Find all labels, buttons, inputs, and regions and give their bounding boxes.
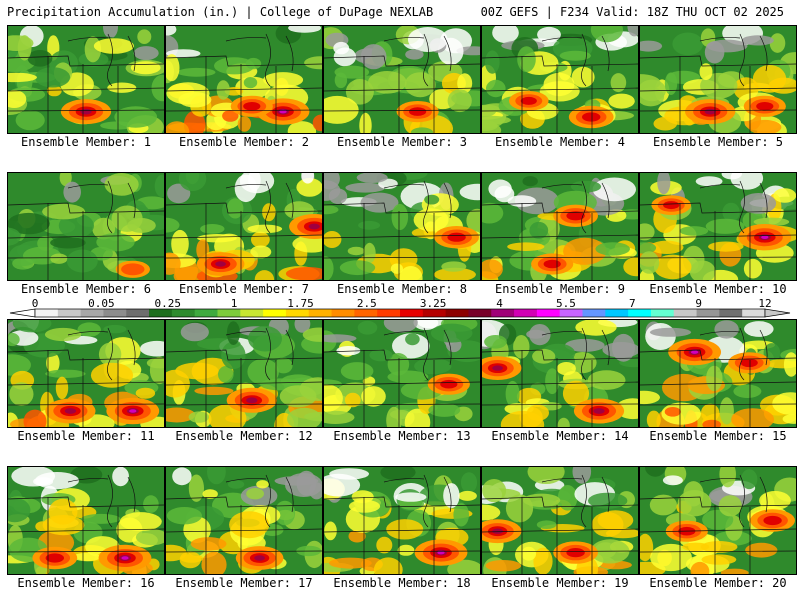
ensemble-member-map [481, 319, 639, 428]
ensemble-member-label: Ensemble Member: 19 [491, 576, 629, 590]
ensemble-member-label: Ensemble Member: 16 [17, 576, 155, 590]
ensemble-member-map [165, 466, 323, 575]
colorbar-segment [377, 309, 401, 317]
precip-colorbar [9, 308, 791, 318]
colorbar-segment [445, 309, 469, 317]
ensemble-member-label: Ensemble Member: 20 [649, 576, 787, 590]
colorbar-segment [628, 309, 652, 317]
ensemble-member-label: Ensemble Member: 12 [175, 429, 313, 443]
colorbar-segment [696, 309, 720, 317]
ensemble-member-label: Ensemble Member: 8 [336, 282, 468, 296]
colorbar-segment [514, 309, 538, 317]
colorbar-segment [491, 309, 515, 317]
ensemble-member-map [7, 25, 165, 134]
colorbar-segment [605, 309, 629, 317]
colorbar-tick-label: 12 [758, 297, 772, 310]
ensemble-member-label: Ensemble Member: 1 [20, 135, 152, 149]
ensemble-member-map [323, 319, 481, 428]
ensemble-member-map [639, 319, 797, 428]
colorbar-segment [400, 309, 424, 317]
ensemble-member-map [165, 319, 323, 428]
ensemble-member-label: Ensemble Member: 10 [649, 282, 787, 296]
ensemble-member-map [481, 25, 639, 134]
colorbar-segment [240, 309, 264, 317]
colorbar-min-arrow [9, 308, 36, 318]
ensemble-member-label: Ensemble Member: 9 [494, 282, 626, 296]
colorbar-tick-label: 5.5 [555, 297, 576, 310]
colorbar-segment [171, 309, 196, 317]
colorbar-tick-label: 0.25 [154, 297, 181, 310]
ensemble-member-label: Ensemble Member: 17 [175, 576, 313, 590]
ensemble-member-map [7, 172, 165, 281]
ensemble-member-map [639, 466, 797, 575]
model-run-info: 00Z GEFS | F234 Valid: 18Z THU OCT 02 20… [480, 5, 784, 19]
ensemble-member-map [481, 466, 639, 575]
colorbar-max-arrow [764, 308, 791, 318]
colorbar-tick-label: 9 [695, 297, 702, 310]
ensemble-member-map [7, 466, 165, 575]
colorbar-segment [673, 309, 698, 317]
ensemble-member-label: Ensemble Member: 11 [17, 429, 155, 443]
ensemble-member-label: Ensemble Member: 6 [20, 282, 152, 296]
colorbar-segment [194, 309, 218, 317]
colorbar-tick-label: 4 [496, 297, 503, 310]
colorbar-segment [536, 309, 561, 317]
colorbar-segment [582, 309, 606, 317]
colorbar-segment [650, 309, 675, 317]
ensemble-member-map [7, 319, 165, 428]
colorbar-segment [468, 309, 492, 317]
colorbar-tick-label: 1.75 [287, 297, 314, 310]
colorbar-segment [331, 309, 355, 317]
colorbar-tick-label: 2.5 [356, 297, 377, 310]
ensemble-member-map [323, 172, 481, 281]
colorbar-tick-label: 7 [628, 297, 636, 310]
colorbar-segment [35, 309, 59, 317]
colorbar-tick-label: 3.25 [419, 297, 447, 310]
colorbar-segment [308, 309, 333, 317]
ensemble-member-map [323, 466, 481, 575]
colorbar-segment [263, 309, 287, 317]
colorbar-segment [217, 309, 241, 317]
ensemble-member-label: Ensemble Member: 3 [336, 135, 468, 149]
colorbar-tick-label: 0.05 [88, 297, 115, 310]
ensemble-member-label: Ensemble Member: 5 [652, 135, 784, 149]
colorbar-segment [559, 309, 583, 317]
colorbar-segment [719, 309, 743, 317]
ensemble-member-label: Ensemble Member: 18 [333, 576, 471, 590]
colorbar-segment [57, 309, 82, 317]
ensemble-member-map [481, 172, 639, 281]
ensemble-member-map [323, 25, 481, 134]
ensemble-member-label: Ensemble Member: 7 [178, 282, 310, 296]
ensemble-member-map [165, 172, 323, 281]
page-title: Precipitation Accumulation (in.) | Colle… [7, 5, 434, 19]
ensemble-member-map [165, 25, 323, 134]
colorbar-segment [742, 309, 766, 317]
ensemble-member-label: Ensemble Member: 13 [333, 429, 471, 443]
ensemble-member-label: Ensemble Member: 15 [649, 429, 787, 443]
colorbar-segment [149, 309, 173, 317]
ensemble-member-label: Ensemble Member: 4 [494, 135, 626, 149]
colorbar-segment [422, 309, 447, 317]
ensemble-member-map [639, 172, 797, 281]
colorbar-segment [103, 309, 127, 317]
ensemble-member-label: Ensemble Member: 14 [491, 429, 629, 443]
colorbar-segment [285, 309, 310, 317]
ensemble-member-label: Ensemble Member: 2 [178, 135, 310, 149]
colorbar-segment [126, 309, 150, 317]
colorbar-segment [80, 309, 104, 317]
colorbar-segment [354, 309, 378, 317]
colorbar-tick-label: 1 [230, 297, 238, 310]
colorbar-tick-label: 0 [31, 297, 39, 310]
ensemble-member-map [639, 25, 797, 134]
